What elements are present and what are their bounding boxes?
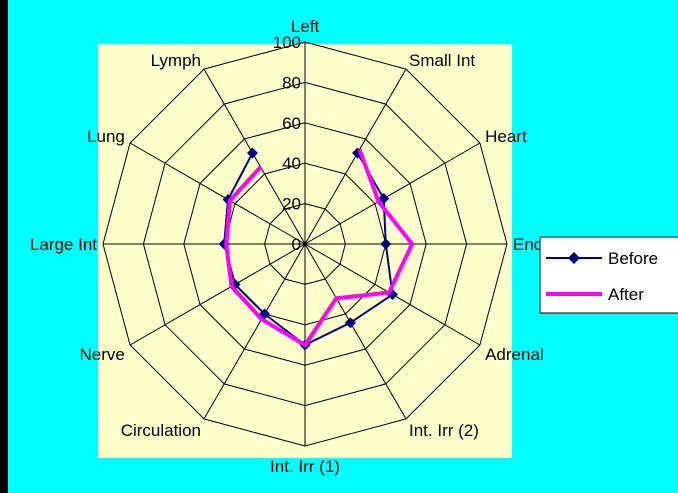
series-layer	[218, 147, 415, 351]
category-label: Left	[291, 17, 320, 36]
data-point	[246, 147, 258, 159]
grid-spoke	[203, 68, 306, 245]
category-label: Lymph	[151, 51, 201, 70]
category-label: Circulation	[121, 421, 201, 440]
category-label: Int. Irr (2)	[409, 421, 479, 440]
tick-label: 20	[282, 195, 301, 214]
grid-spoke	[304, 243, 407, 420]
data-point	[378, 193, 390, 205]
grid-spoke	[304, 68, 407, 245]
legend-before-marker	[568, 252, 580, 264]
legend-box	[539, 236, 678, 314]
tick-label: 0	[292, 235, 301, 254]
category-label: Heart	[485, 127, 527, 146]
grid-spoke	[203, 243, 306, 420]
grid-spoke	[304, 142, 481, 245]
tick-label: 60	[282, 114, 301, 133]
legend-after-label: After	[608, 285, 644, 304]
series-line-after	[224, 148, 415, 347]
legend-before-label: Before	[608, 249, 658, 268]
tick-label: 80	[282, 73, 301, 92]
category-label: Small Int	[409, 51, 475, 70]
grid-spoke	[129, 243, 306, 346]
category-label: Int. Irr (1)	[270, 457, 340, 476]
data-point	[380, 238, 392, 250]
category-label: Lung	[87, 127, 125, 146]
data-point	[344, 317, 356, 329]
grid-spoke	[129, 142, 306, 245]
legend: Before After	[539, 236, 678, 314]
category-label: Large Int	[30, 235, 97, 254]
tick-label: 40	[282, 154, 301, 173]
category-label: Nerve	[80, 345, 125, 364]
tick-label: 100	[273, 33, 301, 52]
category-label: Adrenal	[485, 345, 544, 364]
